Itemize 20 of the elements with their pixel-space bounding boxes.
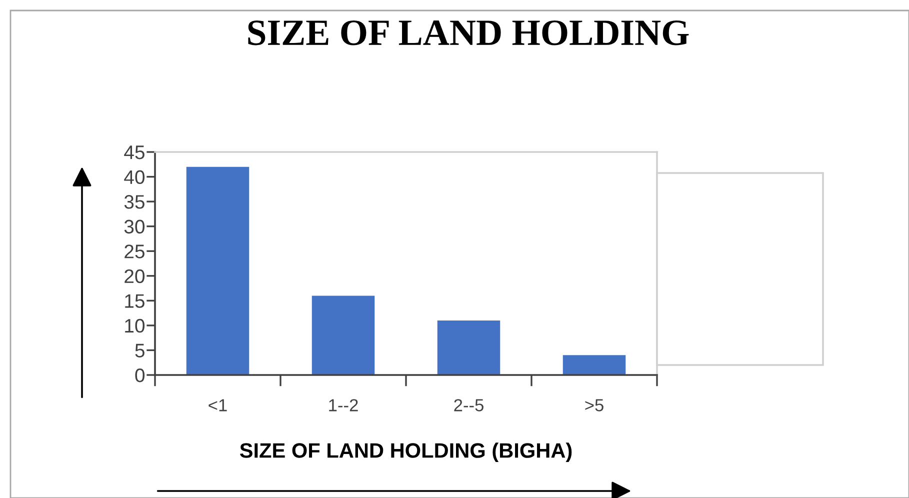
y-tick-label: 15: [125, 294, 144, 308]
y-tick-label: 30: [124, 220, 145, 234]
y-tick-label: 0: [135, 368, 145, 382]
y-tick-label: 35: [124, 195, 144, 209]
x-tick-label: 1--2: [329, 399, 358, 412]
y-tick-label: 45: [124, 146, 144, 160]
y-tick-label: 25: [124, 244, 144, 258]
bar: [562, 355, 626, 375]
bar: [312, 296, 375, 375]
bar: [186, 166, 250, 375]
bar: [437, 320, 500, 375]
x-axis-title: SIZE OF LAND HOLDING (BIGHA): [240, 442, 572, 462]
x-tick-label: <1: [208, 399, 227, 412]
x-tick-label: 2--5: [454, 399, 484, 412]
y-tick-label: 40: [124, 170, 145, 184]
chart-title: SIZE OF LAND HOLDING: [248, 20, 689, 46]
y-tick-label: 10: [125, 318, 145, 333]
y-tick-label: 5: [135, 344, 144, 358]
y-tick-label: 20: [124, 269, 145, 284]
x-tick-label: >5: [585, 399, 604, 412]
